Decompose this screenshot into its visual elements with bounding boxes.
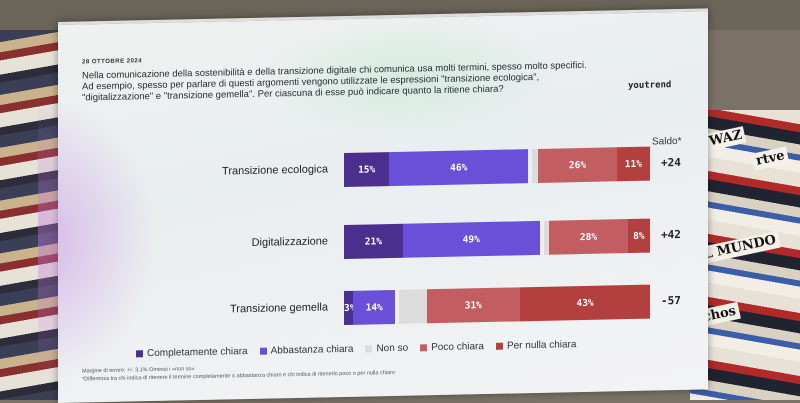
footnote-margin: Margine di errore: +/- 3,1% Omessi i «no… [82,366,195,375]
saldo-value: +42 [661,227,681,242]
legend-item: Abbastanza chiara [259,343,354,357]
legend-item: Per nulla chiara [495,339,577,352]
saldo-header: Saldo* [652,135,682,148]
bar-segment: 43% [520,284,650,322]
legend-item: Completamente chiara [136,346,248,359]
legend-swatch [365,345,373,353]
legend-swatch [259,347,267,355]
row-label-transizione-ecologica: Transizione ecologica [222,163,328,178]
legend-item: Non so [365,343,408,355]
bar-segment [399,289,427,324]
bar-segment: 14% [353,289,396,325]
bar-segment: 31% [426,287,521,324]
row-label-transizione-gemella: Transizione gemella [229,301,328,316]
bar-segment: 8% [627,218,650,254]
projection-screen: 28 OTTOBRE 2024 Nella comunicazione dell… [38,8,708,403]
legend-label: Per nulla chiara [506,339,577,352]
legend-label: Poco chiara [431,341,484,354]
legend-swatch [495,342,503,350]
bar-segment: 3% [344,290,355,326]
legend-item: Poco chiara [420,341,484,353]
bar-segment: 21% [344,223,403,260]
bar-segment: 15% [344,152,390,188]
bar-segment: 28% [549,219,628,255]
legend-label: Completamente chiara [147,346,248,360]
survey-question: Nella comunicazione della sostenibilità … [82,59,587,104]
bar-segment: 49% [402,220,540,258]
saldo-value: -57 [661,293,681,308]
bar-segment: 46% [389,149,529,187]
row-label-digitalizzazione: Digitalizzazione [251,235,328,249]
legend-swatch [136,350,143,358]
bar-segment: 11% [616,146,650,182]
bar-segment: 26% [538,147,617,183]
legend-label: Abbastanza chiara [270,343,354,357]
brand-logo: youtrend [628,80,672,92]
slide-date: 28 OTTOBRE 2024 [82,58,143,66]
chart-legend: Completamente chiara Abbastanza chiara Non… [136,339,576,359]
legend-label: Non so [376,342,409,355]
saldo-value: +24 [661,155,681,170]
legend-swatch [420,344,428,352]
